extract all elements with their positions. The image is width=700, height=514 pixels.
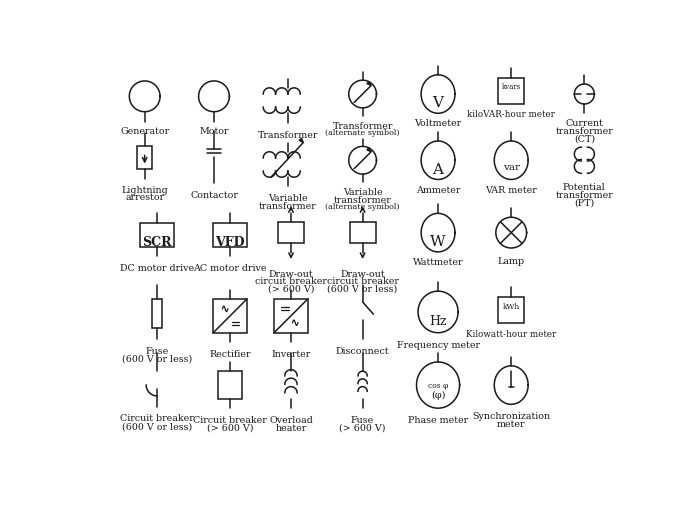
Text: circuit breaker: circuit breaker xyxy=(327,277,398,286)
Text: (600 V or less): (600 V or less) xyxy=(328,285,398,294)
Text: DC motor drive: DC motor drive xyxy=(120,264,194,273)
Text: Transformer: Transformer xyxy=(332,122,393,131)
Text: Wattmeter: Wattmeter xyxy=(413,258,463,267)
Text: Motor: Motor xyxy=(199,127,229,136)
Text: (φ): (φ) xyxy=(430,391,445,400)
Text: Current: Current xyxy=(566,119,603,128)
Text: VFD: VFD xyxy=(216,236,245,249)
Bar xyxy=(498,78,524,104)
Bar xyxy=(152,299,162,328)
Text: kiloVAR-hour meter: kiloVAR-hour meter xyxy=(468,110,555,119)
Text: Voltmeter: Voltmeter xyxy=(414,119,461,128)
Text: (> 600 V): (> 600 V) xyxy=(267,285,314,294)
Text: Variable: Variable xyxy=(268,194,308,203)
Text: heater: heater xyxy=(275,424,307,433)
Text: SCR: SCR xyxy=(142,236,172,249)
Text: kWh: kWh xyxy=(503,303,520,311)
Text: Draw-out: Draw-out xyxy=(269,269,314,279)
Text: Lightning: Lightning xyxy=(121,186,168,195)
Text: (CT): (CT) xyxy=(574,135,595,144)
Text: (> 600 V): (> 600 V) xyxy=(340,424,386,433)
Text: Lamp: Lamp xyxy=(498,258,525,266)
Text: (alternate symbol): (alternate symbol) xyxy=(326,204,400,211)
Bar xyxy=(214,299,247,333)
Bar xyxy=(278,222,304,244)
Text: meter: meter xyxy=(497,420,526,429)
Text: (PT): (PT) xyxy=(574,199,594,208)
Bar xyxy=(214,223,247,247)
Bar xyxy=(349,222,376,244)
Text: (600 V or less): (600 V or less) xyxy=(122,354,192,363)
Text: Fuse: Fuse xyxy=(146,346,169,356)
Text: kvars: kvars xyxy=(502,83,521,91)
Text: Synchronization: Synchronization xyxy=(472,412,550,421)
Text: transformer: transformer xyxy=(556,191,613,200)
Text: Generator: Generator xyxy=(120,127,169,136)
Text: Circuit breaker: Circuit breaker xyxy=(193,416,267,425)
Text: Fuse: Fuse xyxy=(351,416,374,425)
Text: transformer: transformer xyxy=(556,127,613,136)
Bar xyxy=(140,223,174,247)
Text: circuit breaker: circuit breaker xyxy=(255,277,327,286)
Bar xyxy=(498,297,524,323)
Text: Frequency meter: Frequency meter xyxy=(397,341,480,350)
Polygon shape xyxy=(367,148,371,152)
Text: W: W xyxy=(430,235,446,249)
Text: Variable: Variable xyxy=(343,188,382,197)
Text: AC motor drive: AC motor drive xyxy=(193,264,267,273)
Text: (alternate symbol): (alternate symbol) xyxy=(326,130,400,137)
Text: Transformer: Transformer xyxy=(258,131,318,140)
Text: Contactor: Contactor xyxy=(190,191,238,200)
Bar xyxy=(274,299,308,333)
Text: Hz: Hz xyxy=(429,315,447,328)
Text: Draw-out: Draw-out xyxy=(340,269,385,279)
Text: transformer: transformer xyxy=(334,196,391,205)
Text: (> 600 V): (> 600 V) xyxy=(207,424,253,433)
Text: Overload: Overload xyxy=(269,416,313,425)
Text: Inverter: Inverter xyxy=(272,350,311,359)
Text: var: var xyxy=(503,162,519,172)
Text: Rectifier: Rectifier xyxy=(209,350,251,359)
Bar xyxy=(218,371,242,399)
Text: Disconnect: Disconnect xyxy=(336,346,389,356)
Polygon shape xyxy=(367,81,371,85)
Text: cos φ: cos φ xyxy=(428,382,448,390)
Text: Phase meter: Phase meter xyxy=(408,416,468,425)
Text: A: A xyxy=(433,162,444,176)
Text: V: V xyxy=(433,96,444,111)
Text: Ammeter: Ammeter xyxy=(416,186,460,195)
Text: transformer: transformer xyxy=(259,202,317,211)
Text: VAR meter: VAR meter xyxy=(485,186,537,195)
Polygon shape xyxy=(299,138,303,142)
Bar xyxy=(137,146,153,170)
Text: (600 V or less): (600 V or less) xyxy=(122,422,192,431)
Text: arrestor: arrestor xyxy=(125,193,164,203)
Text: Kilowatt-hour meter: Kilowatt-hour meter xyxy=(466,329,556,339)
Text: Circuit breaker: Circuit breaker xyxy=(120,414,194,424)
Text: Potential: Potential xyxy=(563,183,606,192)
